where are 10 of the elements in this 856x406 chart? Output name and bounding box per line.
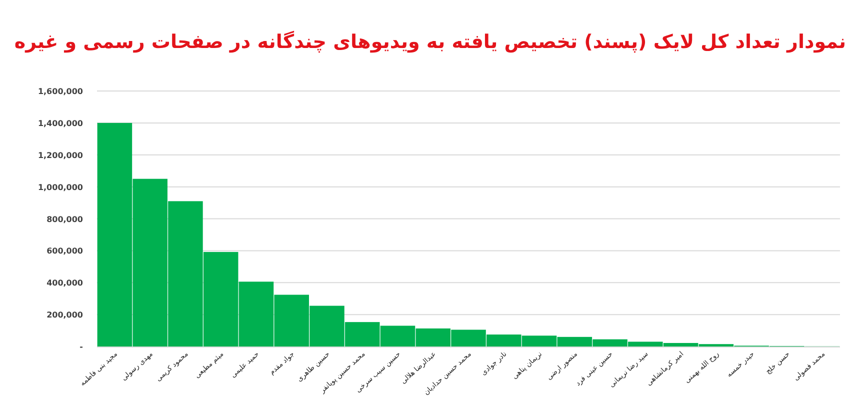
y-tick-label: 1,200,000 [38,150,84,160]
y-tick-label: 1,000,000 [38,182,84,192]
y-tick-label: 800,000 [46,214,84,224]
chart-title: نمودار تعداد کل لایک (پسند) تخصیص یافته به ویدیوهای چندگانه در صفحات رسمی و غیره [14,30,846,53]
y-tick-label: 1,600,000 [38,87,84,96]
y-tick-label: 200,000 [46,310,84,320]
y-tick-label: 400,000 [46,278,84,288]
y-tick-label: - [80,342,83,352]
y-tick-label: 1,400,000 [38,118,84,128]
y-tick-label: 600,000 [46,246,84,256]
